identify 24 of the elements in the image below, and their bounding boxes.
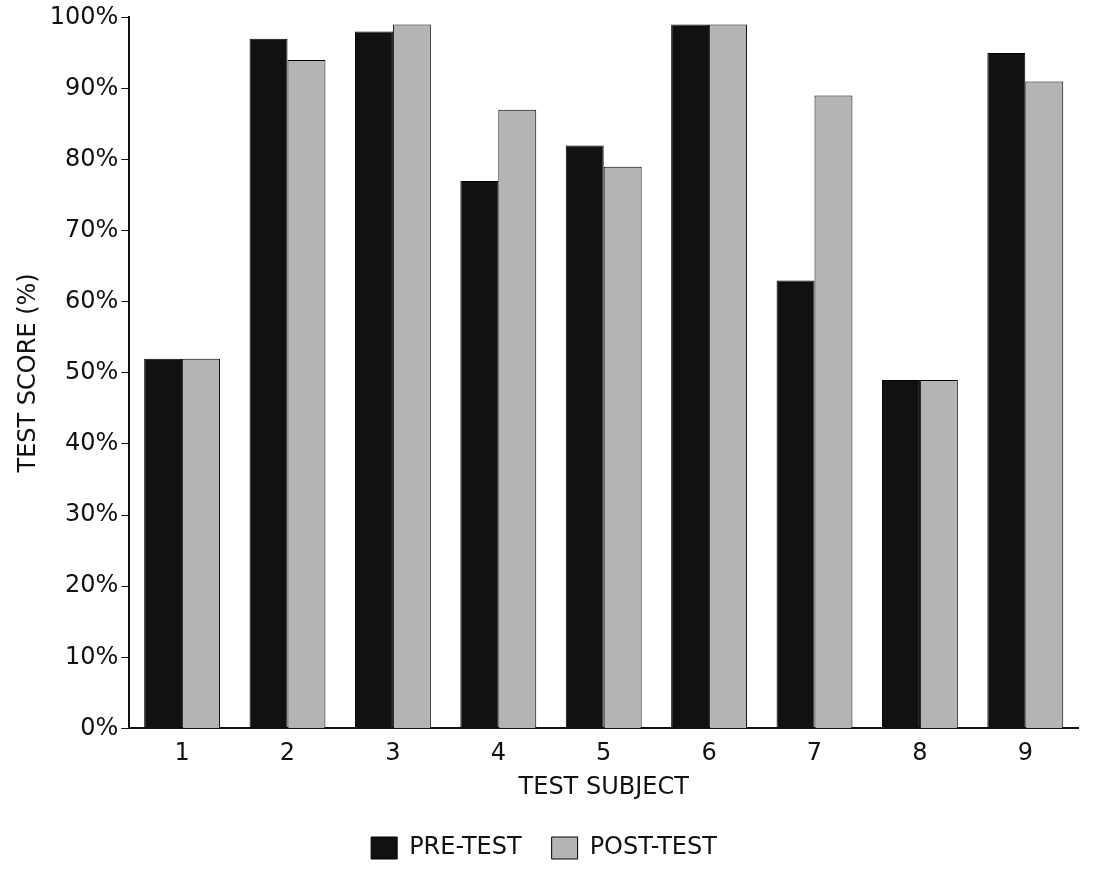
y-axis-title: TEST SCORE (%)	[12, 273, 41, 474]
x-tick-label: 1	[174, 738, 190, 767]
x-tick-label: 5	[596, 738, 612, 767]
x-tick-label: 2	[279, 738, 296, 767]
y-tick-label: 40%	[65, 428, 119, 457]
y-tick-label: 80%	[65, 143, 119, 172]
x-tick-label: 9	[1017, 738, 1033, 767]
y-tick-label: 10%	[65, 641, 119, 670]
y-tick-label: 60%	[65, 286, 119, 315]
y-tick-label: 50%	[65, 357, 119, 386]
legend-label: POST-TEST	[589, 832, 718, 861]
y-tick-label: 100%	[49, 1, 119, 30]
y-tick-label: 30%	[65, 499, 119, 528]
x-tick-label: 3	[385, 738, 401, 767]
x-axis-title: TEST SUBJECT	[517, 771, 690, 800]
legend-label: PRE-TEST	[409, 832, 522, 861]
y-tick-label: 0%	[80, 712, 119, 741]
x-tick-label: 8	[912, 738, 928, 767]
y-tick-label: 70%	[65, 214, 119, 243]
y-tick-label: 90%	[65, 72, 119, 101]
x-tick-label: 7	[806, 738, 823, 767]
x-tick-label: 4	[490, 738, 506, 767]
y-tick-label: 20%	[65, 570, 119, 599]
x-tick-label: 6	[701, 738, 717, 767]
